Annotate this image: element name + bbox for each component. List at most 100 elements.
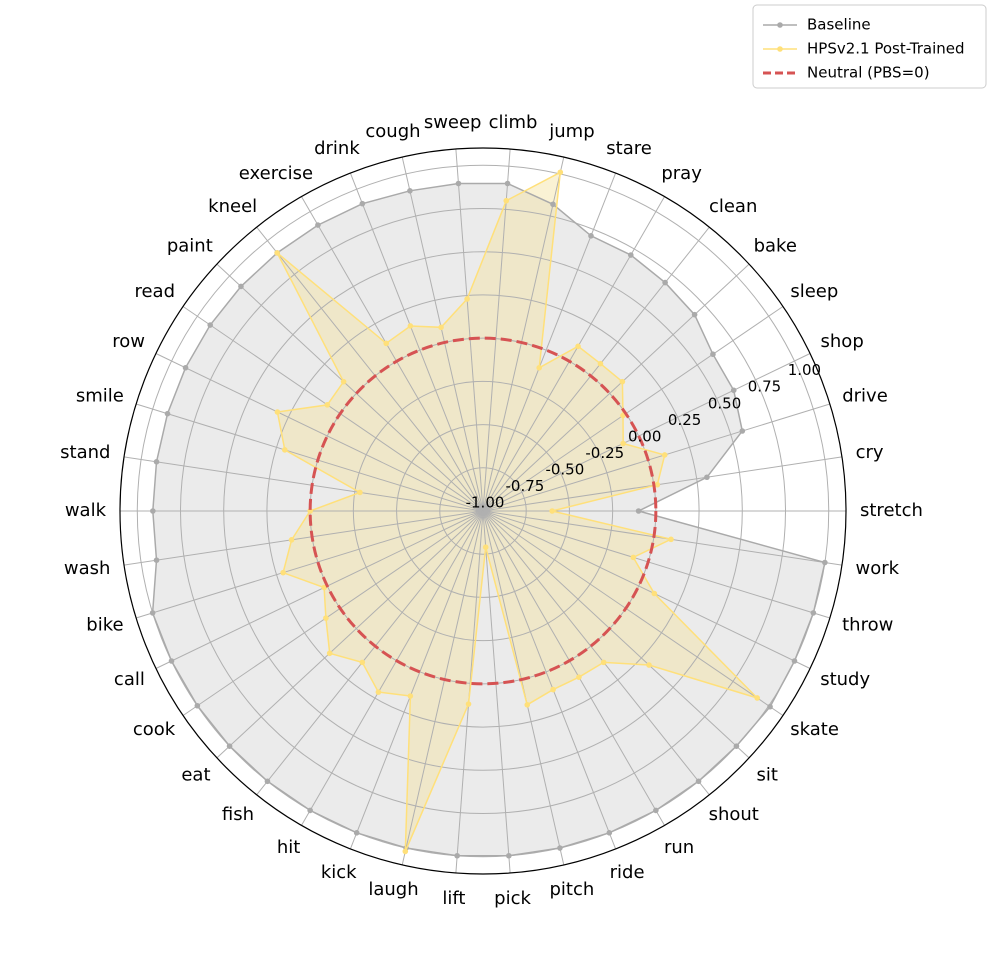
legend-label: Neutral (PBS=0) bbox=[807, 64, 930, 82]
grid-spoke bbox=[349, 510, 484, 850]
category-label: cook bbox=[133, 719, 176, 740]
series-marker bbox=[264, 778, 271, 785]
series-marker bbox=[550, 686, 556, 693]
category-label: walk bbox=[65, 500, 107, 521]
series-marker bbox=[524, 702, 531, 708]
legend-label: HPSv2.1 Post-Trained bbox=[807, 40, 965, 58]
series-marker bbox=[550, 201, 556, 208]
series-marker bbox=[407, 188, 413, 194]
series-marker bbox=[281, 447, 288, 453]
series-marker bbox=[288, 537, 295, 543]
series-marker bbox=[506, 852, 512, 859]
series-marker bbox=[691, 311, 698, 318]
r-tick-label: 0.75 bbox=[748, 378, 781, 396]
series-marker bbox=[791, 658, 798, 664]
grid-spoke bbox=[482, 196, 665, 512]
category-label: lift bbox=[442, 888, 465, 909]
category-label: drive bbox=[842, 385, 888, 406]
grid-spoke bbox=[482, 226, 710, 512]
series-marker bbox=[653, 807, 659, 814]
series-area bbox=[277, 172, 758, 852]
category-label: kneel bbox=[208, 196, 257, 217]
category-label: sleep bbox=[790, 281, 838, 302]
series-marker bbox=[274, 250, 280, 256]
category-label: wash bbox=[64, 558, 111, 579]
series-marker bbox=[482, 544, 489, 550]
grid-spoke bbox=[482, 353, 811, 512]
category-label: run bbox=[664, 837, 694, 858]
series-marker bbox=[238, 283, 244, 290]
series-marker bbox=[226, 743, 233, 749]
series-marker bbox=[651, 590, 658, 597]
series-marker bbox=[438, 324, 444, 331]
grid-spoke bbox=[482, 148, 511, 512]
category-label: kick bbox=[321, 862, 357, 883]
grid-spoke bbox=[482, 510, 843, 566]
category-label: skate bbox=[790, 719, 839, 740]
category-label: stretch bbox=[860, 500, 923, 521]
polar-frame bbox=[119, 147, 847, 875]
series-marker bbox=[646, 662, 652, 668]
series-marker bbox=[536, 364, 543, 371]
series-marker bbox=[654, 481, 661, 488]
series-marker bbox=[464, 296, 470, 302]
category-label: row bbox=[112, 331, 145, 352]
grid-spoke bbox=[455, 148, 484, 512]
series-marker bbox=[710, 351, 716, 358]
series-marker bbox=[662, 279, 668, 286]
series-marker bbox=[504, 180, 511, 187]
series-marker bbox=[739, 428, 746, 434]
series-marker bbox=[810, 610, 817, 616]
series-marker bbox=[340, 378, 347, 385]
series-marker bbox=[326, 650, 333, 657]
series-marker bbox=[323, 615, 329, 621]
grid-spoke bbox=[301, 196, 484, 512]
category-label: shout bbox=[709, 804, 759, 825]
grid-spoke bbox=[482, 172, 617, 512]
series-marker bbox=[455, 180, 462, 187]
series-marker bbox=[661, 452, 668, 458]
category-label: pick bbox=[494, 888, 531, 909]
category-label: bake bbox=[754, 235, 797, 256]
grid-spoke bbox=[123, 510, 484, 566]
series-marker bbox=[704, 474, 710, 481]
category-label: smile bbox=[76, 385, 124, 406]
grid-spoke bbox=[155, 510, 484, 669]
legend-box bbox=[752, 4, 987, 89]
grid-spoke bbox=[482, 510, 831, 619]
series-marker bbox=[557, 845, 563, 851]
series-marker bbox=[575, 343, 581, 350]
category-label: drink bbox=[314, 138, 360, 159]
series-marker bbox=[315, 222, 321, 228]
grid-spoke bbox=[482, 510, 750, 759]
grid-spoke bbox=[182, 510, 484, 716]
series-marker bbox=[503, 197, 510, 204]
grid-spoke bbox=[216, 263, 484, 512]
grid-spoke bbox=[401, 510, 484, 866]
series-marker bbox=[150, 508, 156, 514]
series-marker bbox=[822, 559, 828, 566]
grid-spoke bbox=[482, 510, 617, 850]
r-tick-label: 0.50 bbox=[708, 394, 741, 412]
series-marker bbox=[630, 554, 637, 561]
r-tick-label: -1.00 bbox=[466, 494, 505, 512]
series-marker bbox=[149, 610, 156, 616]
r-tick-label: 0.00 bbox=[628, 427, 661, 445]
category-label: clean bbox=[709, 196, 757, 217]
grid-spoke bbox=[482, 456, 843, 512]
grid-spoke bbox=[182, 306, 484, 512]
grid-spoke bbox=[482, 510, 811, 669]
series-marker bbox=[754, 695, 761, 701]
series-marker bbox=[280, 569, 286, 576]
series-marker bbox=[767, 703, 773, 710]
grid-spoke bbox=[256, 226, 484, 512]
series-marker bbox=[407, 693, 414, 699]
series-marker bbox=[207, 322, 214, 328]
series-marker bbox=[321, 584, 327, 591]
r-tick-label: -0.75 bbox=[506, 477, 545, 495]
series-marker bbox=[606, 830, 613, 836]
series-marker bbox=[600, 659, 607, 666]
legend-label: Baseline bbox=[807, 16, 871, 34]
series-marker bbox=[627, 252, 634, 258]
grid-spoke bbox=[216, 510, 484, 759]
